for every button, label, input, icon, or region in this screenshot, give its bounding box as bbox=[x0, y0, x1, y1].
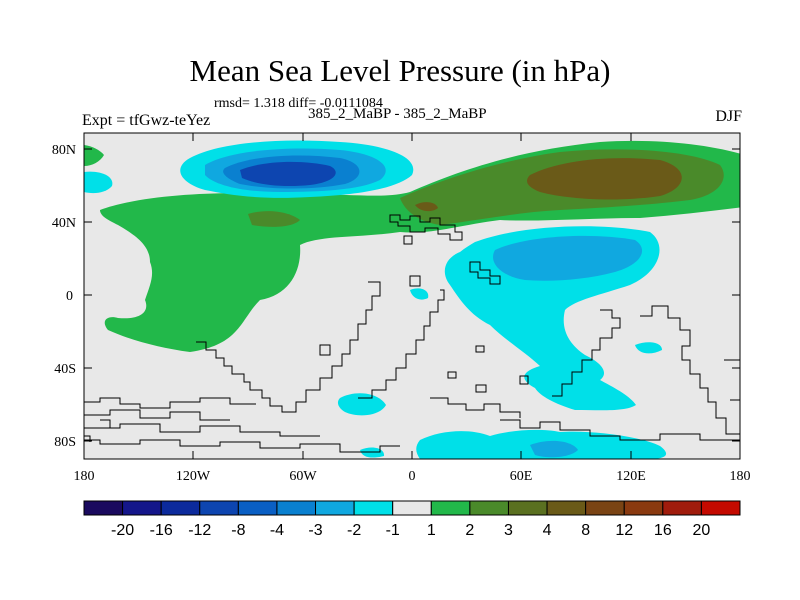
contour-neg-4 bbox=[240, 161, 336, 187]
season-label: DJF bbox=[715, 108, 742, 125]
contour-pos-6 bbox=[415, 202, 438, 212]
x-tick-60w: 60W bbox=[289, 469, 317, 484]
colorbar-label: -4 bbox=[270, 522, 284, 539]
x-tick-180w: 180 bbox=[74, 469, 95, 484]
contour-neg-9 bbox=[635, 342, 662, 354]
colorbar-label: -8 bbox=[231, 522, 245, 539]
colorbar-swatch bbox=[199, 500, 239, 516]
colorbar-swatch bbox=[353, 500, 394, 516]
case-label: 385_2_MaBP - 385_2_MaBP bbox=[308, 106, 487, 122]
colorbar-swatch bbox=[315, 500, 355, 516]
colorbar-swatch bbox=[662, 500, 702, 516]
colorbar-swatch bbox=[83, 500, 124, 516]
colorbar-swatch bbox=[276, 500, 317, 516]
colorbar-label: 12 bbox=[615, 522, 633, 539]
contour-neg-7 bbox=[493, 235, 643, 281]
colorbar-swatch bbox=[237, 500, 278, 516]
pressure-contours bbox=[84, 140, 740, 459]
contour-neg-8 bbox=[410, 288, 429, 300]
colorbar-label: -12 bbox=[188, 522, 211, 539]
colorbar-label: -16 bbox=[150, 522, 173, 539]
colorbar-swatch bbox=[430, 500, 471, 516]
colorbar-label: 20 bbox=[693, 522, 711, 539]
map-title: Mean Sea Level Pressure (in hPa) bbox=[189, 53, 611, 88]
colorbar: -20 -16 -12 -8 -4 -3 -2 -1 1 2 3 4 8 12 16 20 bbox=[83, 500, 741, 539]
colorbar-label: 4 bbox=[543, 522, 552, 539]
colorbar-swatch bbox=[392, 500, 432, 516]
y-axis bbox=[84, 148, 740, 442]
colorbar-label: -1 bbox=[386, 522, 400, 539]
x-tick-120w: 120W bbox=[176, 469, 211, 484]
y-tick-80s: 80S bbox=[54, 435, 76, 450]
colorbar-swatch bbox=[700, 500, 741, 516]
contour-neg-13 bbox=[360, 447, 385, 458]
colorbar-label: -3 bbox=[308, 522, 322, 539]
colorbar-label: 2 bbox=[465, 522, 474, 539]
colorbar-label: 1 bbox=[427, 522, 436, 539]
rmsd-diff-stats: rmsd= 1.318 diff= -0.0111084 bbox=[214, 96, 383, 111]
colorbar-label: 8 bbox=[581, 522, 590, 539]
y-tick-80n: 80N bbox=[52, 143, 76, 158]
x-axis bbox=[83, 133, 741, 459]
contour-pos-5 bbox=[527, 158, 682, 200]
contour-neg-5 bbox=[84, 171, 113, 194]
colorbar-swatch bbox=[160, 500, 201, 516]
x-tick-0: 0 bbox=[409, 469, 416, 484]
colorbar-label: 16 bbox=[654, 522, 672, 539]
x-tick-60e: 60E bbox=[510, 469, 533, 484]
contour-neg-10 bbox=[337, 393, 386, 416]
x-tick-120e: 120E bbox=[616, 469, 646, 484]
colorbar-swatch bbox=[469, 500, 509, 516]
colorbar-swatch bbox=[122, 500, 162, 516]
x-tick-180e: 180 bbox=[730, 469, 751, 484]
y-tick-0: 0 bbox=[66, 289, 73, 304]
y-tick-40s: 40S bbox=[54, 362, 76, 377]
contour-pos-4 bbox=[248, 211, 300, 227]
colorbar-swatch bbox=[623, 500, 664, 516]
colorbar-label: -20 bbox=[111, 522, 134, 539]
contour-neg-12 bbox=[530, 440, 578, 458]
coastlines bbox=[84, 214, 740, 453]
colorbar-label: 3 bbox=[504, 522, 513, 539]
colorbar-swatch bbox=[546, 500, 587, 516]
colorbar-label: -2 bbox=[347, 522, 361, 539]
experiment-label: Expt = tfGwz-teYez bbox=[82, 112, 211, 129]
contour-pos-2 bbox=[84, 145, 104, 166]
colorbar-swatch bbox=[585, 500, 625, 516]
y-tick-40n: 40N bbox=[52, 216, 76, 231]
colorbar-swatch bbox=[507, 500, 548, 516]
